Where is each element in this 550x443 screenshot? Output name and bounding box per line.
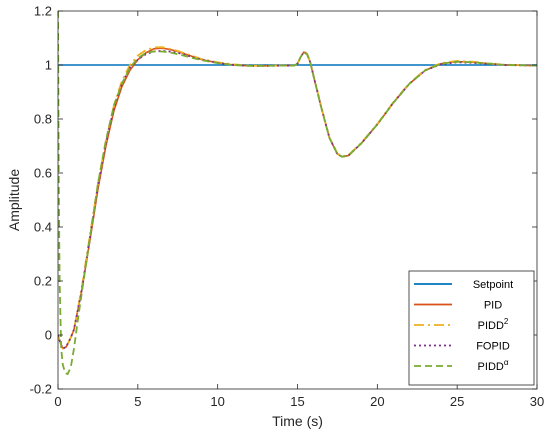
x-tick-label: 25 (450, 394, 464, 409)
x-tick-label: 0 (54, 394, 61, 409)
x-axis-label: Time (s) (272, 413, 323, 429)
x-tick-label: 10 (210, 394, 224, 409)
legend-label-fopid: FOPID (476, 341, 510, 353)
y-tick-label: 0.4 (34, 220, 52, 235)
y-tick-label: 1 (45, 58, 52, 73)
y-tick-label: -0.2 (30, 382, 52, 397)
series-layer (58, 11, 537, 376)
legend-label-pidd2: PIDD2 (478, 317, 509, 332)
x-tick-label: 5 (134, 394, 141, 409)
y-tick-label: 0.6 (34, 166, 52, 181)
x-axis: 0 5 10 15 20 25 30 (54, 11, 544, 409)
y-tick-label: 1.2 (34, 4, 52, 19)
legend: Setpoint PID PIDD2 FOPID PIDDα (408, 270, 535, 386)
series-line-piddalpha (58, 11, 537, 376)
x-tick-label: 15 (290, 394, 304, 409)
y-axis: -0.2 0 0.2 0.4 0.6 0.8 1 1.2 (30, 4, 537, 397)
legend-box (408, 270, 535, 386)
y-tick-label: 0 (45, 328, 52, 343)
legend-label-pid: PID (484, 300, 502, 312)
legend-label-piddalpha: PIDDα (478, 358, 509, 373)
y-axis-label: Amplitude (6, 169, 22, 231)
x-tick-label: 30 (530, 394, 544, 409)
x-tick-label: 20 (370, 394, 384, 409)
y-tick-label: 0.8 (34, 112, 52, 127)
y-tick-label: 0.2 (34, 274, 52, 289)
legend-label-setpoint: Setpoint (473, 279, 513, 291)
